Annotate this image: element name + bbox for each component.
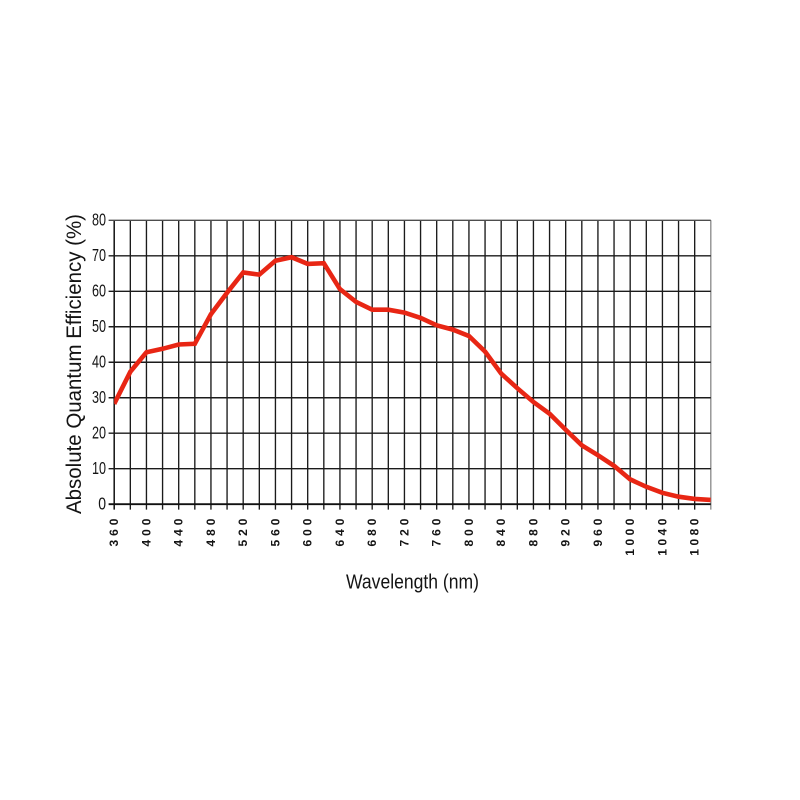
svg-text:880: 880: [526, 518, 540, 546]
svg-text:Wavelength (nm): Wavelength (nm): [346, 571, 479, 594]
svg-text:560: 560: [268, 518, 282, 546]
svg-text:70: 70: [92, 246, 106, 266]
svg-text:600: 600: [301, 518, 315, 546]
svg-text:40: 40: [92, 353, 106, 373]
svg-text:30: 30: [92, 388, 106, 408]
svg-text:Absolute Quantum Efficiency (%: Absolute Quantum Efficiency (%): [63, 214, 86, 514]
svg-text:760: 760: [430, 518, 444, 546]
svg-text:800: 800: [462, 518, 476, 546]
svg-text:10: 10: [92, 459, 106, 479]
svg-text:480: 480: [204, 518, 218, 546]
svg-text:640: 640: [333, 518, 347, 546]
svg-text:360: 360: [107, 518, 121, 546]
svg-text:60: 60: [92, 282, 106, 302]
svg-text:400: 400: [139, 518, 153, 546]
svg-text:920: 920: [559, 518, 573, 546]
svg-text:720: 720: [397, 518, 411, 546]
svg-text:680: 680: [365, 518, 379, 546]
svg-text:20: 20: [92, 423, 106, 443]
svg-text:840: 840: [494, 518, 508, 546]
svg-text:440: 440: [172, 518, 186, 546]
svg-text:50: 50: [92, 317, 106, 337]
svg-text:520: 520: [236, 518, 250, 546]
svg-text:960: 960: [591, 518, 605, 546]
svg-text:80: 80: [92, 211, 106, 231]
svg-text:0: 0: [98, 494, 106, 514]
